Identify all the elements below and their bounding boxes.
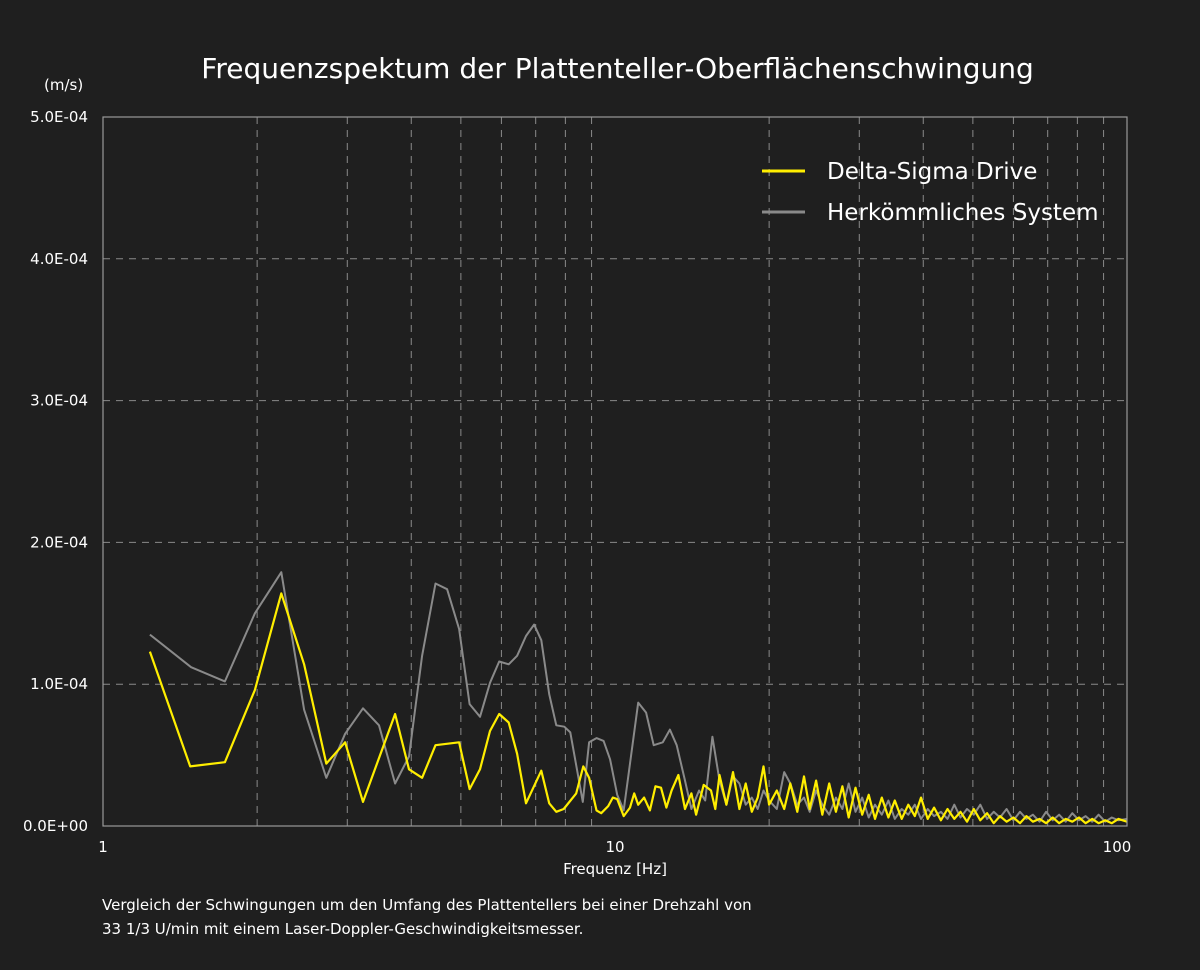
- grid: [103, 117, 1127, 826]
- x-tick-label: 1: [98, 838, 108, 856]
- legend-label-delta-sigma: Delta-Sigma Drive: [827, 159, 1037, 185]
- series-lines: [148, 571, 1128, 825]
- legend-label-conventional: Herkömmliches System: [827, 200, 1099, 226]
- chart-title: Frequenzspektum der Plattenteller-Oberfl…: [201, 52, 1034, 85]
- tick-labels: 0.0E+00 1.0E-04 2.0E-04 3.0E-04 4.0E-04 5.0E-…: [23, 108, 1131, 856]
- series-line-conventional: [149, 571, 1128, 823]
- y-tick-label: 3.0E-04: [30, 392, 88, 410]
- series-line-delta-sigma: [148, 592, 1128, 825]
- y-tick-label: 0.0E+00: [23, 817, 88, 835]
- legend: Delta-Sigma Drive Herkömmliches System: [762, 159, 1099, 226]
- y-tick-label: 1.0E-04: [30, 675, 88, 693]
- caption-line-1: Vergleich der Schwingungen um den Umfang…: [102, 896, 752, 914]
- x-tick-label: 100: [1103, 838, 1132, 856]
- y-tick-label: 2.0E-04: [30, 533, 88, 551]
- plot-frame: [102, 116, 1128, 827]
- caption: Vergleich der Schwingungen um den Umfang…: [102, 893, 752, 941]
- caption-line-2: 33 1/3 U/min mit einem Laser-Doppler-Ges…: [102, 920, 584, 938]
- y-tick-label: 5.0E-04: [30, 108, 88, 126]
- y-axis-unit: (m/s): [44, 76, 84, 94]
- x-tick-label: 10: [605, 838, 624, 856]
- y-tick-label: 4.0E-04: [30, 250, 88, 268]
- x-axis-label: Frequenz [Hz]: [563, 860, 667, 878]
